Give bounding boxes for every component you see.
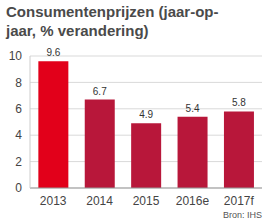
svg-text:2014: 2014 <box>86 194 113 208</box>
svg-text:5.8: 5.8 <box>232 97 246 108</box>
svg-text:4.9: 4.9 <box>139 109 153 120</box>
svg-text:10: 10 <box>9 49 23 63</box>
svg-text:4: 4 <box>15 128 22 142</box>
svg-text:0: 0 <box>15 181 22 195</box>
svg-text:6: 6 <box>15 102 22 116</box>
svg-text:2013: 2013 <box>40 194 67 208</box>
svg-text:8: 8 <box>15 76 22 90</box>
html-text:Bron: IHS: Bron: IHS <box>223 210 262 220</box>
svg-text:6.7: 6.7 <box>93 86 107 97</box>
svg-text:2015: 2015 <box>133 194 160 208</box>
svg-text:9.6: 9.6 <box>46 48 60 58</box>
svg-text:2016e: 2016e <box>176 194 210 208</box>
svg-text:5.4: 5.4 <box>186 103 200 114</box>
html-text:Consumentenprijzen (jaar-op-ja: Consumentenprijzen (jaar-op-jaar, % vera… <box>6 3 219 39</box>
svg-text:2017f: 2017f <box>224 194 255 208</box>
svg-text:2: 2 <box>15 155 22 169</box>
